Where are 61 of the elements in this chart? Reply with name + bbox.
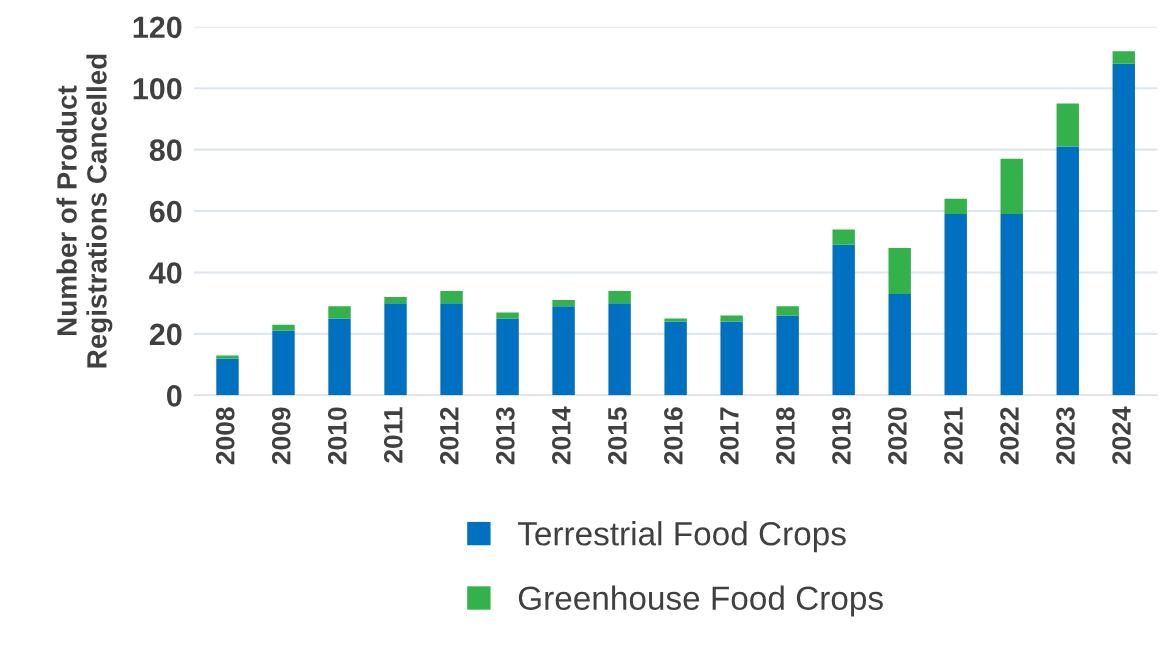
- bar: [272, 330, 295, 396]
- legend-label: Greenhouse Food Crops: [518, 585, 883, 617]
- bar: [496, 312, 519, 319]
- bar: [496, 318, 519, 396]
- x-tick-label: 2013: [495, 407, 515, 465]
- bar: [832, 229, 855, 245]
- bar: [888, 247, 911, 294]
- bar: [1000, 158, 1023, 215]
- x-tick-label: 2022: [1000, 407, 1019, 465]
- bar: [272, 324, 295, 331]
- x-tick-label: 2014: [551, 406, 571, 465]
- bar: [944, 214, 967, 396]
- x-tick-label: 2019: [832, 407, 851, 465]
- bar: [440, 303, 463, 396]
- bar: [1112, 51, 1135, 64]
- bar: [440, 290, 463, 304]
- x-tick-label: 2023: [1056, 407, 1075, 465]
- bar: [664, 321, 687, 396]
- bar: [832, 244, 855, 396]
- bar: [1112, 63, 1135, 396]
- y-tick-label: 100: [133, 77, 182, 100]
- y-tick-label: 120: [133, 16, 182, 39]
- x-tick-label: 2011: [383, 407, 403, 463]
- bar: [944, 198, 967, 215]
- x-tick-label: 2010: [327, 407, 347, 465]
- x-tick-label: 2012: [439, 407, 459, 465]
- bar: [1056, 103, 1079, 147]
- y-axis-title: Number of Product Registrations Cancelled: [56, 54, 113, 368]
- bar: [608, 290, 631, 304]
- x-tick-label: 2008: [215, 407, 235, 465]
- x-tick-label: 2015: [608, 407, 627, 465]
- y-tick-label: 0: [166, 385, 182, 407]
- bar: [384, 303, 407, 396]
- bar: [1056, 146, 1079, 396]
- y-tick-label: 60: [149, 200, 182, 223]
- bar: [328, 318, 351, 396]
- bar: [552, 306, 575, 396]
- bar: [608, 303, 631, 396]
- bar: [720, 315, 743, 322]
- bar: [328, 306, 351, 319]
- x-tick-label: 2018: [776, 407, 795, 465]
- bar: [776, 306, 799, 316]
- bar: [888, 293, 911, 396]
- x-tick-label: 2021: [944, 407, 963, 465]
- y-tick-label: 80: [149, 139, 182, 162]
- x-tick-label: 2024: [1112, 406, 1131, 465]
- bar: [664, 318, 687, 322]
- bar: [552, 300, 575, 307]
- x-tick-label: 2017: [720, 407, 739, 465]
- bar: [384, 297, 407, 304]
- x-tick-label: 2020: [888, 407, 907, 465]
- x-tick-label: 2009: [271, 407, 291, 465]
- legend-label: Terrestrial Food Crops: [517, 521, 846, 553]
- bar: [1000, 214, 1023, 396]
- bar: [216, 358, 239, 396]
- bar: [720, 321, 743, 396]
- y-tick-label: 40: [149, 262, 182, 284]
- bar: [216, 355, 239, 359]
- x-tick-label: 2016: [664, 407, 683, 465]
- bar: [776, 315, 799, 396]
- y-tick-label: 20: [149, 323, 182, 346]
